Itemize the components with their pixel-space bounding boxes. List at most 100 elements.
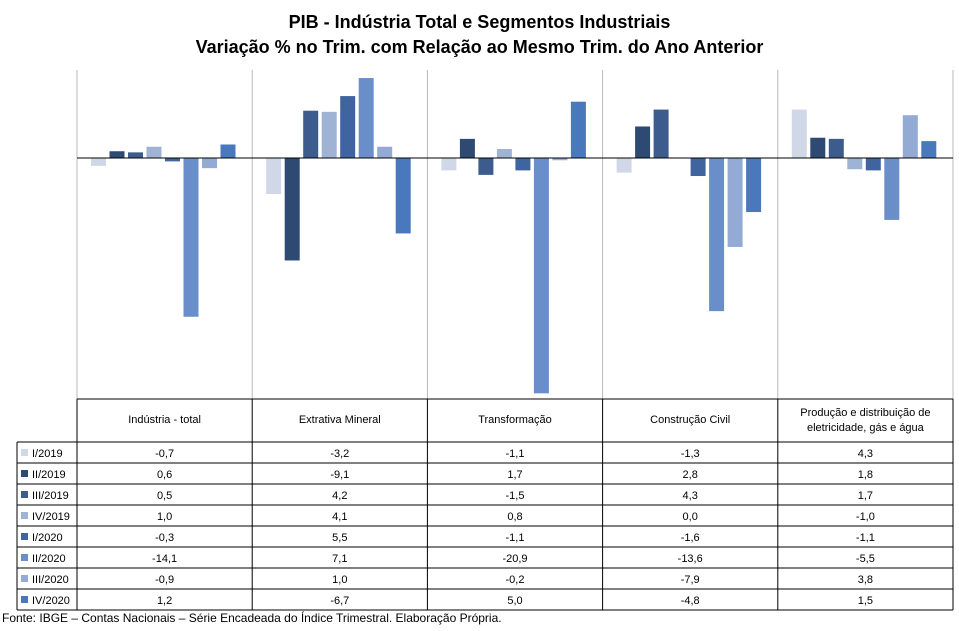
data-value: 3,8 bbox=[858, 574, 873, 586]
source-note: Fonte: IBGE – Contas Nacionais – Série E… bbox=[2, 611, 502, 625]
category-label-text: Construção Civil bbox=[650, 414, 731, 426]
bar bbox=[377, 146, 393, 158]
series-label: I/2020 bbox=[32, 532, 63, 544]
bar bbox=[202, 158, 217, 169]
data-value: 1,2 bbox=[157, 595, 172, 607]
data-value: -20,9 bbox=[502, 553, 527, 565]
category-label-text: Transformação bbox=[478, 414, 552, 426]
bar bbox=[902, 115, 918, 158]
category-label: Construção Civil bbox=[650, 414, 731, 426]
bar bbox=[128, 152, 143, 158]
bar bbox=[266, 158, 282, 195]
category-label: Indústria - total bbox=[128, 414, 201, 426]
series-label: II/2019 bbox=[32, 469, 66, 481]
data-value: 5,5 bbox=[332, 532, 347, 544]
bar bbox=[690, 158, 706, 177]
bar bbox=[146, 146, 162, 158]
bar bbox=[727, 158, 743, 247]
bar bbox=[515, 158, 531, 171]
legend-key bbox=[21, 512, 28, 519]
chart-subtitle: Variação % no Trim. com Relação ao Mesmo… bbox=[195, 37, 764, 57]
data-value: 1,0 bbox=[332, 574, 347, 586]
legend-key bbox=[21, 596, 28, 603]
bar bbox=[165, 158, 180, 162]
data-value: 1,5 bbox=[858, 595, 873, 607]
data-value: -0,2 bbox=[506, 574, 525, 586]
data-value: -5,5 bbox=[856, 553, 875, 565]
bar bbox=[533, 158, 549, 394]
bar bbox=[91, 158, 106, 166]
legend-key bbox=[21, 575, 28, 582]
bar bbox=[358, 78, 374, 158]
bar bbox=[847, 158, 863, 170]
bar bbox=[810, 137, 826, 158]
series-label: III/2020 bbox=[32, 574, 69, 586]
category-label: Transformação bbox=[478, 414, 552, 426]
data-value: -4,8 bbox=[681, 595, 700, 607]
bar bbox=[220, 144, 236, 158]
bar bbox=[865, 158, 881, 171]
data-value: 1,7 bbox=[858, 490, 873, 502]
data-value: -1,3 bbox=[681, 448, 700, 460]
legend-key bbox=[21, 491, 28, 498]
bar bbox=[884, 158, 900, 220]
data-value: 1,7 bbox=[507, 469, 522, 481]
legend-key bbox=[21, 554, 28, 561]
bar bbox=[109, 151, 125, 158]
data-value: 0,6 bbox=[157, 469, 172, 481]
data-value: -1,0 bbox=[856, 511, 875, 523]
bar bbox=[746, 158, 762, 213]
data-value: -1,6 bbox=[681, 532, 700, 544]
data-value: -1,1 bbox=[856, 532, 875, 544]
chart-title: PIB - Indústria Total e Segmentos Indust… bbox=[288, 12, 671, 32]
category-label-text: Extrativa Mineral bbox=[298, 414, 381, 426]
data-value: 4,3 bbox=[683, 490, 698, 502]
bar bbox=[653, 109, 669, 158]
data-value: 7,1 bbox=[332, 553, 347, 565]
data-value: -0,9 bbox=[155, 574, 174, 586]
data-value: -0,3 bbox=[155, 532, 174, 544]
data-value: 4,1 bbox=[332, 511, 347, 523]
bar bbox=[478, 158, 494, 175]
data-value: 5,0 bbox=[507, 595, 522, 607]
data-value: 4,2 bbox=[332, 490, 347, 502]
series-label: IV/2020 bbox=[32, 595, 70, 607]
bar bbox=[709, 158, 725, 312]
bar bbox=[441, 158, 457, 171]
data-value: -3,2 bbox=[330, 448, 349, 460]
legend-key bbox=[21, 449, 28, 456]
category-label: Produção e distribuição de eletricidade,… bbox=[800, 407, 930, 434]
bar bbox=[284, 158, 300, 261]
series-label: II/2020 bbox=[32, 553, 66, 565]
legend-key bbox=[21, 533, 28, 540]
data-value: 0,5 bbox=[157, 490, 172, 502]
bar bbox=[921, 141, 937, 158]
data-value: -14,1 bbox=[152, 553, 177, 565]
series-label: IV/2019 bbox=[32, 511, 70, 523]
bar bbox=[303, 110, 319, 158]
data-value: 0,8 bbox=[507, 511, 522, 523]
data-value: -1,1 bbox=[506, 448, 525, 460]
data-value: -1,5 bbox=[506, 490, 525, 502]
bar bbox=[635, 126, 651, 158]
bar bbox=[552, 158, 568, 161]
bar bbox=[340, 96, 356, 158]
bar bbox=[321, 111, 337, 158]
data-value: -1,1 bbox=[506, 532, 525, 544]
bar bbox=[496, 148, 512, 158]
data-value: -7,9 bbox=[681, 574, 700, 586]
bar bbox=[395, 158, 411, 234]
data-value: -13,6 bbox=[678, 553, 703, 565]
category-label-text: Indústria - total bbox=[128, 414, 201, 426]
data-value: 1,8 bbox=[858, 469, 873, 481]
series-label: I/2019 bbox=[32, 448, 63, 460]
series-label: III/2019 bbox=[32, 490, 69, 502]
data-value: -9,1 bbox=[330, 469, 349, 481]
data-value: 0,0 bbox=[683, 511, 698, 523]
bar bbox=[570, 101, 586, 158]
bar bbox=[791, 109, 807, 158]
bar bbox=[183, 158, 199, 317]
bar bbox=[459, 138, 475, 158]
data-value: 2,8 bbox=[683, 469, 698, 481]
